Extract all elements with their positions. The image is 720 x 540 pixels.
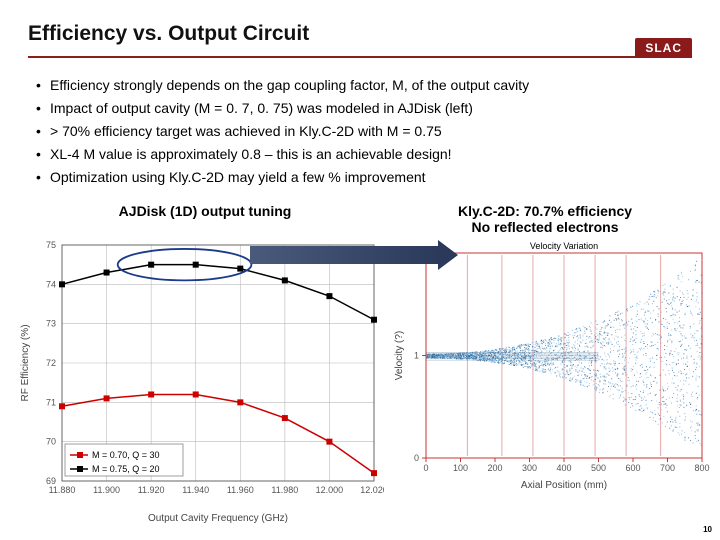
svg-text:75: 75	[46, 240, 56, 250]
velocity-chart: Velocity Variation 0 100 200 300 400 500 600 700…	[384, 237, 710, 527]
svg-text:11.960: 11.960	[227, 485, 254, 495]
list-item: •XL-4 M value is approximately 0.8 – thi…	[36, 145, 684, 164]
bullet-list: •Efficiency strongly depends on the gap …	[0, 58, 720, 197]
svg-text:600: 600	[625, 463, 640, 473]
svg-text:11.900: 11.900	[93, 485, 120, 495]
svg-text:71: 71	[46, 397, 56, 407]
svg-text:800: 800	[694, 463, 709, 473]
list-item: •Efficiency strongly depends on the gap …	[36, 76, 684, 95]
list-item: •Impact of output cavity (M = 0. 7, 0. 7…	[36, 99, 684, 118]
ajdisk-chart: 11.880 11.900 11.920 11.940 11.960 11.980 12.0…	[14, 237, 384, 527]
page-number: 10	[703, 525, 712, 534]
svg-text:M = 0.70, Q = 30: M = 0.70, Q = 30	[92, 450, 160, 460]
svg-text:73: 73	[46, 319, 56, 329]
svg-text:Output Cavity Frequency (GHz): Output Cavity Frequency (GHz)	[148, 513, 288, 524]
list-item: •> 70% efficiency target was achieved in…	[36, 122, 684, 141]
svg-text:69: 69	[46, 476, 56, 486]
svg-text:12.000: 12.000	[316, 485, 344, 495]
svg-text:100: 100	[453, 463, 468, 473]
svg-text:700: 700	[660, 463, 675, 473]
svg-text:500: 500	[591, 463, 606, 473]
svg-text:11.880: 11.880	[49, 485, 76, 495]
svg-text:Velocity (?): Velocity (?)	[394, 331, 405, 380]
svg-text:Axial Position (mm): Axial Position (mm)	[521, 480, 607, 491]
slac-logo: SLAC	[635, 38, 692, 58]
page-title: Efficiency vs. Output Circuit	[28, 22, 692, 46]
svg-text:300: 300	[522, 463, 537, 473]
svg-text:72: 72	[46, 358, 56, 368]
arrow-icon	[250, 246, 440, 264]
right-chart-title: Kly.C-2D: 70.7% efficiency No reflected …	[370, 203, 700, 235]
svg-text:200: 200	[487, 463, 502, 473]
list-item: •Optimization using Kly.C-2D may yield a…	[36, 168, 684, 187]
left-chart-title: AJDisk (1D) output tuning	[40, 203, 370, 235]
svg-text:RF Efficiency (%): RF Efficiency (%)	[20, 324, 31, 401]
svg-text:11.920: 11.920	[138, 485, 165, 495]
svg-text:74: 74	[46, 279, 56, 289]
svg-text:1: 1	[414, 351, 419, 361]
svg-text:Velocity Variation: Velocity Variation	[530, 241, 598, 251]
svg-text:0: 0	[423, 463, 428, 473]
svg-text:0: 0	[414, 453, 419, 463]
svg-text:12.020: 12.020	[360, 485, 384, 495]
svg-text:11.940: 11.940	[182, 485, 209, 495]
svg-text:M = 0.75, Q = 20: M = 0.75, Q = 20	[92, 464, 160, 474]
svg-text:11.980: 11.980	[271, 485, 298, 495]
svg-text:70: 70	[46, 437, 56, 447]
svg-text:400: 400	[556, 463, 571, 473]
